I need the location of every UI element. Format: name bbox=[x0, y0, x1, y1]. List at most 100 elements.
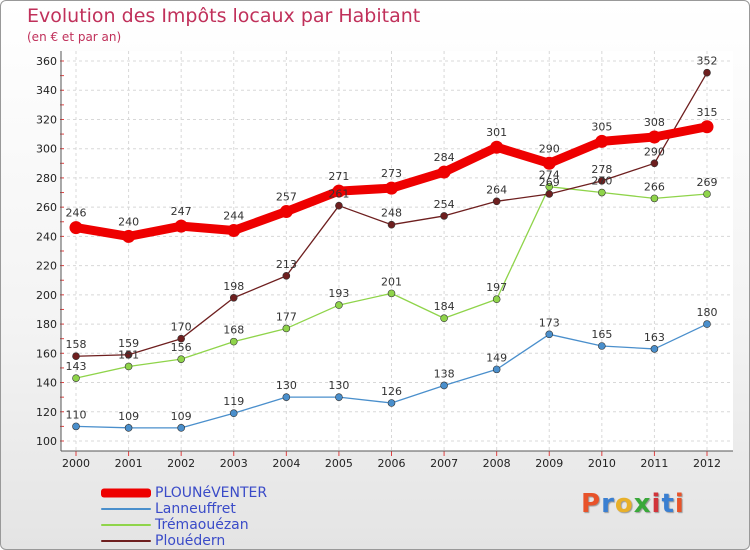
data-point bbox=[490, 140, 504, 154]
y-tick-label: 180 bbox=[36, 318, 57, 331]
data-label: 278 bbox=[591, 163, 612, 176]
data-point bbox=[124, 350, 133, 359]
legend-item: Lanneuffret bbox=[101, 501, 361, 517]
legend-item: PLOUNéVENTER bbox=[101, 485, 361, 501]
data-point bbox=[332, 184, 346, 198]
data-label: 158 bbox=[66, 338, 87, 351]
data-label: 184 bbox=[434, 300, 455, 313]
y-tick-label: 240 bbox=[36, 230, 57, 243]
data-point bbox=[440, 314, 448, 323]
data-label: 159 bbox=[118, 337, 139, 350]
data-point bbox=[387, 399, 396, 407]
logo-letter: i bbox=[674, 489, 685, 519]
data-point bbox=[229, 409, 238, 418]
x-tick-label: 2007 bbox=[430, 457, 458, 470]
legend-swatch bbox=[101, 540, 151, 542]
x-tick-label: 2008 bbox=[483, 457, 511, 470]
data-label: 264 bbox=[486, 183, 507, 196]
logo-letter: o bbox=[614, 489, 634, 519]
data-label: 198 bbox=[223, 280, 244, 293]
data-point bbox=[229, 293, 238, 302]
data-label: 197 bbox=[486, 281, 507, 294]
data-label: 352 bbox=[697, 55, 718, 68]
data-point bbox=[492, 197, 501, 206]
plot-area bbox=[61, 51, 733, 451]
data-label: 110 bbox=[66, 408, 87, 421]
legend-item: Plouédern bbox=[101, 533, 361, 549]
data-point bbox=[703, 320, 711, 328]
data-point bbox=[177, 334, 185, 343]
y-tick-label: 140 bbox=[36, 377, 57, 390]
series-3 bbox=[72, 68, 711, 361]
data-label: 151 bbox=[118, 348, 139, 361]
y-tick-label: 220 bbox=[36, 260, 57, 273]
data-label: 119 bbox=[223, 395, 244, 408]
data-point bbox=[174, 219, 188, 233]
data-label: 201 bbox=[381, 275, 402, 288]
data-label: 269 bbox=[539, 176, 560, 189]
data-label: 315 bbox=[697, 106, 718, 119]
data-point bbox=[282, 393, 291, 401]
data-label: 173 bbox=[539, 316, 560, 329]
data-point bbox=[122, 229, 136, 243]
data-point bbox=[335, 201, 343, 210]
series-0 bbox=[69, 120, 714, 243]
data-label: 130 bbox=[276, 379, 297, 392]
data-point bbox=[387, 289, 396, 298]
y-tick-label: 340 bbox=[36, 84, 57, 97]
x-tick-label: 2006 bbox=[378, 457, 406, 470]
data-point bbox=[598, 342, 606, 350]
data-label: 240 bbox=[118, 215, 139, 228]
data-point bbox=[124, 362, 133, 371]
data-label: 168 bbox=[223, 324, 244, 337]
data-point bbox=[177, 424, 185, 432]
legend-label: Plouédern bbox=[155, 533, 226, 549]
proxiti-logo: Proxiti bbox=[581, 489, 685, 519]
x-tick-label: 2005 bbox=[325, 457, 353, 470]
y-tick-label: 200 bbox=[36, 289, 57, 302]
data-point bbox=[703, 68, 711, 77]
legend: PLOUNéVENTER Lanneuffret Trémaouézan Plouéd… bbox=[101, 485, 361, 549]
data-label: 274 bbox=[539, 169, 560, 182]
data-label: 248 bbox=[381, 207, 402, 220]
data-label: 266 bbox=[644, 180, 665, 193]
data-point bbox=[492, 295, 501, 304]
y-tick-label: 120 bbox=[36, 406, 57, 419]
data-label: 261 bbox=[328, 188, 349, 201]
data-label: 109 bbox=[118, 410, 139, 423]
data-point bbox=[650, 194, 659, 203]
data-label: 193 bbox=[328, 287, 349, 300]
data-label: 270 bbox=[591, 175, 612, 188]
data-label: 271 bbox=[328, 170, 349, 183]
data-label: 138 bbox=[434, 367, 455, 380]
logo-letter: t bbox=[661, 489, 675, 519]
data-point bbox=[124, 424, 133, 432]
chart-subtitle: (en € et par an) bbox=[27, 30, 122, 44]
data-point bbox=[335, 301, 343, 309]
data-point bbox=[492, 365, 501, 374]
x-tick-label: 2012 bbox=[693, 457, 721, 470]
chart-title: Evolution des Impôts locaux par Habitant bbox=[27, 5, 421, 27]
y-tick-label: 360 bbox=[36, 55, 57, 68]
data-label: 130 bbox=[328, 379, 349, 392]
data-label: 254 bbox=[434, 198, 455, 211]
data-point bbox=[598, 188, 606, 197]
data-label: 149 bbox=[486, 351, 507, 364]
data-point bbox=[440, 381, 448, 390]
data-point bbox=[227, 224, 241, 238]
data-label: 109 bbox=[171, 410, 192, 423]
data-label: 177 bbox=[276, 310, 297, 323]
data-label: 301 bbox=[486, 126, 507, 139]
data-point bbox=[282, 272, 291, 280]
legend-swatch bbox=[101, 524, 151, 526]
data-label: 213 bbox=[276, 258, 297, 271]
data-label: 170 bbox=[171, 321, 192, 334]
legend-label: Lanneuffret bbox=[155, 501, 236, 517]
data-point bbox=[598, 177, 606, 185]
logo-letter: i bbox=[651, 489, 662, 519]
data-label: 305 bbox=[591, 120, 612, 133]
data-label: 156 bbox=[171, 341, 192, 354]
legend-swatch bbox=[101, 508, 151, 510]
